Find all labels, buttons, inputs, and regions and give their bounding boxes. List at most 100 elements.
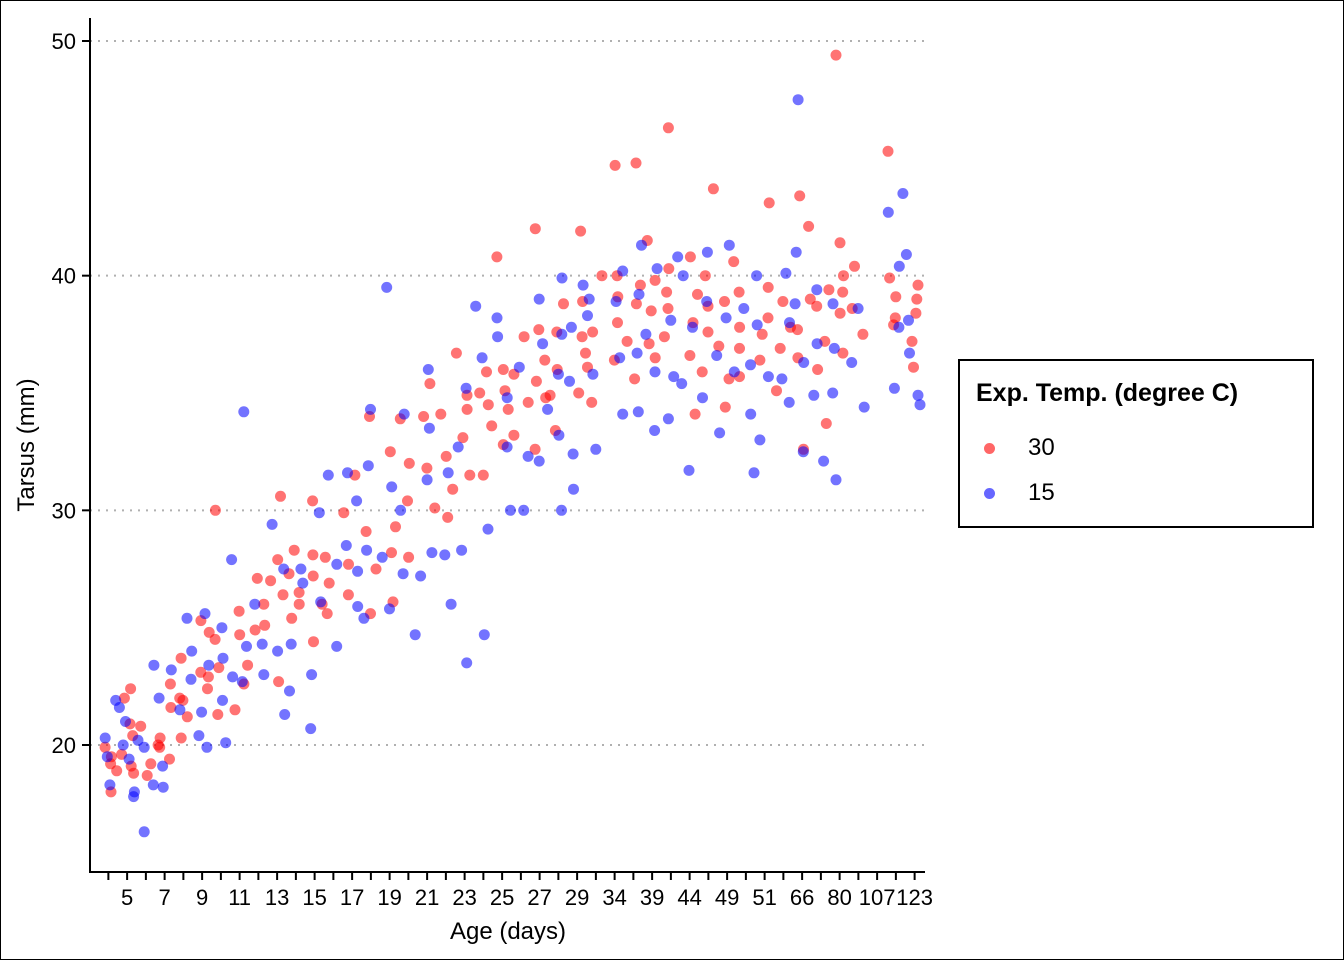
point-15-27 (193, 730, 205, 742)
point-15-155 (790, 246, 802, 258)
point-30-156 (719, 296, 730, 307)
x-tick-label-5: 5 (121, 885, 133, 910)
point-30-94 (486, 420, 498, 432)
point-15-36 (236, 676, 248, 688)
point-30-141 (663, 263, 675, 275)
point-30-148 (684, 350, 696, 361)
point-30-149 (689, 408, 701, 420)
point-15-15 (157, 781, 169, 793)
point-30-111 (558, 298, 569, 310)
point-15-23 (201, 741, 213, 753)
point-15-54 (322, 469, 334, 481)
point-30-68 (370, 563, 382, 575)
point-30-51 (288, 544, 300, 556)
point-30-165 (762, 281, 774, 293)
point-30-34 (213, 662, 225, 674)
point-30-179 (823, 284, 835, 296)
point-15-84 (478, 629, 490, 641)
point-30-89 (457, 432, 469, 444)
point-30-194 (884, 272, 896, 284)
point-15-147 (762, 371, 774, 383)
x-tick-label-11: 11 (228, 885, 251, 910)
x-tick-label-23: 23 (452, 885, 476, 910)
x-tick-label-13: 13 (265, 885, 289, 910)
point-30-144 (658, 331, 670, 343)
point-15-71 (398, 408, 410, 420)
point-15-113 (583, 293, 595, 305)
point-30-137 (645, 305, 657, 317)
point-30-201 (906, 335, 918, 347)
point-30-105 (529, 223, 541, 235)
point-30-99 (502, 403, 514, 415)
point-15-178 (912, 389, 924, 401)
point-30-192 (857, 328, 869, 340)
point-15-175 (900, 249, 912, 260)
point-15-169 (852, 303, 864, 314)
y-tick-label-50: 50 (52, 29, 76, 54)
point-30-155 (728, 256, 740, 268)
point-30-121 (596, 270, 608, 282)
point-15-39 (256, 638, 268, 650)
point-30-161 (734, 321, 746, 333)
point-30-133 (621, 335, 633, 347)
point-30-189 (837, 286, 849, 298)
point-30-182 (812, 364, 824, 375)
point-15-142 (748, 467, 760, 479)
point-15-109 (577, 279, 589, 291)
point-15-35 (226, 554, 238, 566)
point-30-198 (912, 279, 924, 291)
point-15-104 (556, 272, 568, 284)
point-15-47 (295, 563, 307, 575)
point-15-92 (491, 312, 503, 324)
point-15-95 (513, 361, 525, 373)
point-30-58 (308, 636, 319, 648)
point-15-108 (565, 321, 577, 333)
point-15-154 (792, 94, 804, 106)
point-15-38 (258, 669, 270, 681)
point-15-122 (649, 425, 661, 436)
point-15-41 (272, 645, 284, 657)
point-15-18 (165, 664, 177, 676)
point-30-86 (450, 347, 462, 359)
point-15-22 (186, 645, 198, 657)
point-30-36 (242, 659, 254, 671)
point-30-120 (573, 387, 585, 399)
point-15-172 (893, 260, 905, 272)
point-15-135 (711, 350, 723, 361)
point-15-52 (331, 640, 343, 652)
point-30-80 (421, 462, 433, 474)
point-30-50 (293, 587, 305, 598)
point-30-171 (774, 342, 786, 354)
point-15-118 (632, 406, 644, 418)
point-15-167 (858, 401, 870, 413)
point-15-77 (445, 598, 457, 610)
point-15-48 (305, 723, 317, 735)
point-15-9 (113, 702, 125, 713)
point-15-133 (677, 270, 689, 282)
legend-title: Exp. Temp. (degree C) (976, 379, 1239, 407)
point-15-129 (672, 251, 684, 263)
point-15-37 (249, 598, 261, 610)
point-15-128 (665, 314, 677, 326)
point-30-48 (273, 676, 285, 688)
point-15-82 (452, 441, 464, 453)
point-30-60 (323, 577, 335, 589)
point-30-108 (530, 375, 542, 387)
point-30-55 (307, 549, 319, 561)
point-15-17 (153, 692, 165, 704)
point-30-22 (181, 711, 193, 723)
point-15-86 (476, 352, 488, 364)
point-30-176 (792, 324, 803, 336)
point-15-165 (827, 298, 839, 310)
point-30-173 (803, 220, 815, 232)
point-15-107 (564, 375, 575, 387)
point-15-102 (552, 368, 564, 380)
point-15-14 (132, 734, 144, 746)
point-15-75 (422, 364, 434, 375)
point-30-118 (576, 331, 588, 343)
point-30-124 (586, 396, 598, 408)
point-30-11 (118, 692, 130, 704)
point-30-84 (447, 483, 459, 495)
point-30-46 (275, 490, 286, 502)
point-15-177 (904, 347, 915, 359)
